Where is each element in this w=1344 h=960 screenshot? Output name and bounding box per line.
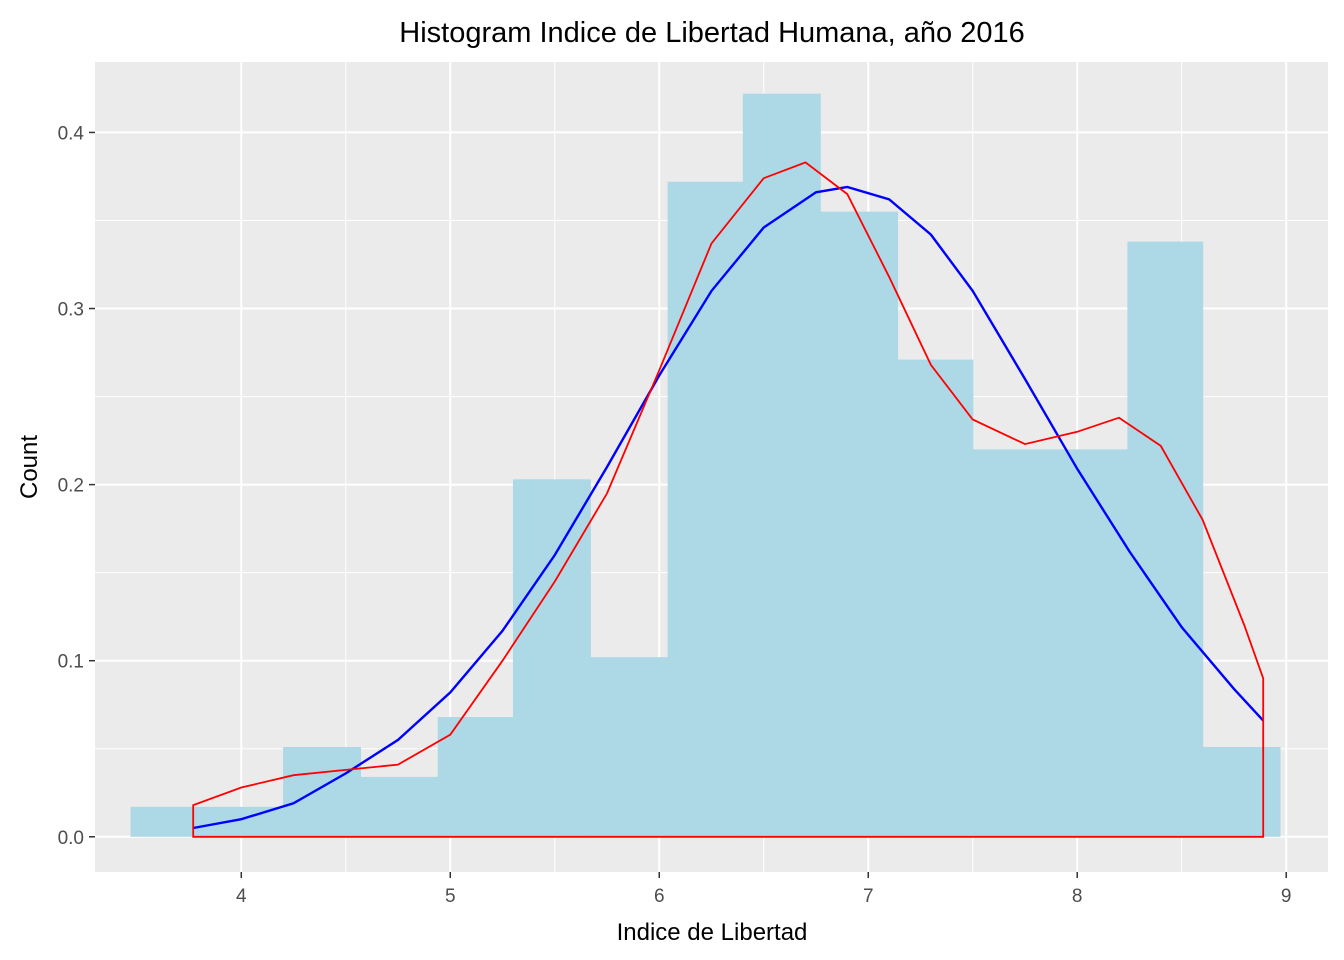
histogram-bar bbox=[360, 776, 439, 837]
x-tick-label: 6 bbox=[654, 886, 665, 907]
normal-curve-line bbox=[192, 185, 1265, 830]
histogram-bar bbox=[207, 806, 284, 837]
y-axis: 0.0 0.1 0.2 0.3 0.4 bbox=[58, 123, 95, 849]
y-tick-label: 0.4 bbox=[58, 123, 85, 144]
x-axis: 4 5 6 7 8 9 bbox=[236, 872, 1291, 907]
y-tick-label: 0.3 bbox=[58, 300, 84, 321]
histogram-bar bbox=[972, 449, 1051, 837]
y-tick-label: 0.2 bbox=[58, 476, 84, 497]
x-tick-label: 8 bbox=[1072, 886, 1083, 907]
x-axis-title: Indice de Libertad bbox=[617, 919, 808, 946]
histogram-bar bbox=[283, 746, 362, 837]
y-tick-label: 0.0 bbox=[58, 828, 84, 849]
x-tick-label: 9 bbox=[1281, 886, 1292, 907]
x-tick-label: 4 bbox=[236, 886, 247, 907]
histogram-bar bbox=[437, 717, 514, 837]
histogram-bars bbox=[130, 93, 1281, 837]
histogram-bar bbox=[1050, 449, 1128, 837]
histogram-bar bbox=[667, 181, 744, 837]
y-tick-label: 0.1 bbox=[58, 652, 84, 673]
density-curve-line bbox=[192, 161, 1265, 838]
histogram-bar bbox=[1202, 746, 1281, 837]
y-axis-title: Count bbox=[16, 435, 43, 499]
histogram-bar bbox=[820, 211, 899, 837]
histogram-bar bbox=[897, 359, 974, 837]
histogram-bar bbox=[512, 479, 591, 837]
histogram-bar bbox=[1127, 241, 1204, 837]
x-tick-label: 7 bbox=[863, 886, 874, 907]
x-tick-label: 5 bbox=[445, 886, 456, 907]
histogram-bar bbox=[590, 657, 669, 837]
histogram-bar bbox=[130, 806, 209, 837]
chart-title: Histogram Indice de Libertad Humana, año… bbox=[399, 17, 1025, 49]
histogram-bar bbox=[742, 93, 821, 837]
